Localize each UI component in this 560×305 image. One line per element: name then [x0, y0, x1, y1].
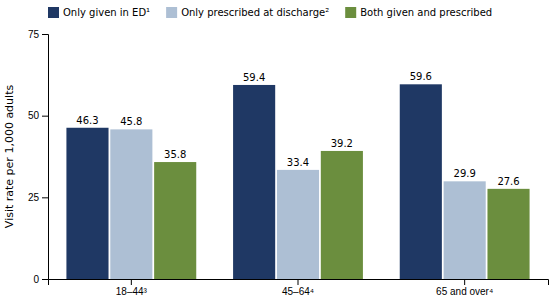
x-tick: 65 and over⁴: [436, 279, 493, 297]
tick-label: 0: [33, 274, 39, 285]
x-axis: 18–44³ 45–64⁴ 65 and over⁴: [49, 279, 549, 297]
data-label: 39.2: [331, 138, 353, 149]
tick-label: 25: [28, 192, 40, 203]
tick-mark: [42, 116, 48, 117]
legend-item: Only given in ED¹: [48, 7, 150, 19]
bar: [233, 85, 275, 279]
y-tick: 50: [28, 110, 48, 121]
axis-line: [42, 35, 49, 280]
data-label: 27.6: [497, 176, 519, 187]
bar-series: [154, 151, 529, 279]
bars: [66, 84, 529, 279]
legend-item: Only prescribed at discharge²: [166, 7, 329, 19]
legend-swatch: [166, 7, 177, 18]
data-label: 29.9: [454, 168, 476, 179]
y-tick: 75: [28, 29, 48, 40]
legend: Only given in ED¹ Only prescribed at disc…: [48, 7, 492, 19]
data-labels: 46.3 59.4 59.6 45.8 33.4 29.9 35.8 39.2 27.6: [76, 71, 519, 187]
bar: [487, 189, 529, 279]
y-tick: 25: [28, 192, 48, 203]
data-label: 45.8: [120, 116, 142, 127]
tick-label: 18–44³: [116, 286, 148, 297]
tick-mark: [42, 34, 48, 35]
data-label: 33.4: [287, 157, 309, 168]
axis-line: [49, 280, 549, 286]
bar: [400, 84, 442, 279]
chart: 0 25 50 75 18–44³ 45–64⁴ 65 and over⁴ 46.3 59.4 5…: [0, 0, 560, 305]
y-axis: 0 25 50 75: [28, 29, 49, 285]
bar: [110, 129, 152, 279]
bar: [154, 162, 196, 279]
data-label: 59.6: [410, 71, 432, 82]
bar: [444, 181, 486, 279]
x-tick: 45–64⁴: [282, 279, 314, 297]
bar: [277, 170, 319, 279]
tick-mark: [131, 279, 132, 285]
bar-series: [66, 84, 441, 279]
legend-label: Only prescribed at discharge²: [181, 7, 329, 18]
bar: [321, 151, 363, 279]
legend-label: Only given in ED¹: [63, 7, 150, 18]
y-axis-title: Visit rate per 1,000 adults: [3, 85, 16, 229]
x-tick: 18–44³: [116, 279, 148, 297]
legend-swatch: [48, 7, 59, 18]
bar-series: [110, 129, 485, 279]
legend-item: Both given and prescribed: [345, 7, 492, 19]
tick-label: 75: [28, 29, 40, 40]
tick-mark: [464, 279, 465, 285]
tick-label: 65 and over⁴: [436, 286, 493, 297]
tick-label: 45–64⁴: [282, 286, 314, 297]
legend-label: Both given and prescribed: [360, 7, 492, 18]
data-label: 35.8: [164, 149, 186, 160]
bar: [66, 128, 108, 279]
data-label: 59.4: [243, 72, 265, 83]
y-tick: 0: [33, 274, 48, 285]
legend-swatch: [345, 7, 356, 18]
tick-label: 50: [28, 110, 40, 121]
tick-mark: [298, 279, 299, 285]
tick-mark: [42, 197, 48, 198]
tick-mark: [42, 279, 48, 280]
plot: 0 25 50 75 18–44³ 45–64⁴ 65 and over⁴ 46.3 59.4 5…: [28, 29, 549, 297]
data-label: 46.3: [76, 115, 98, 126]
